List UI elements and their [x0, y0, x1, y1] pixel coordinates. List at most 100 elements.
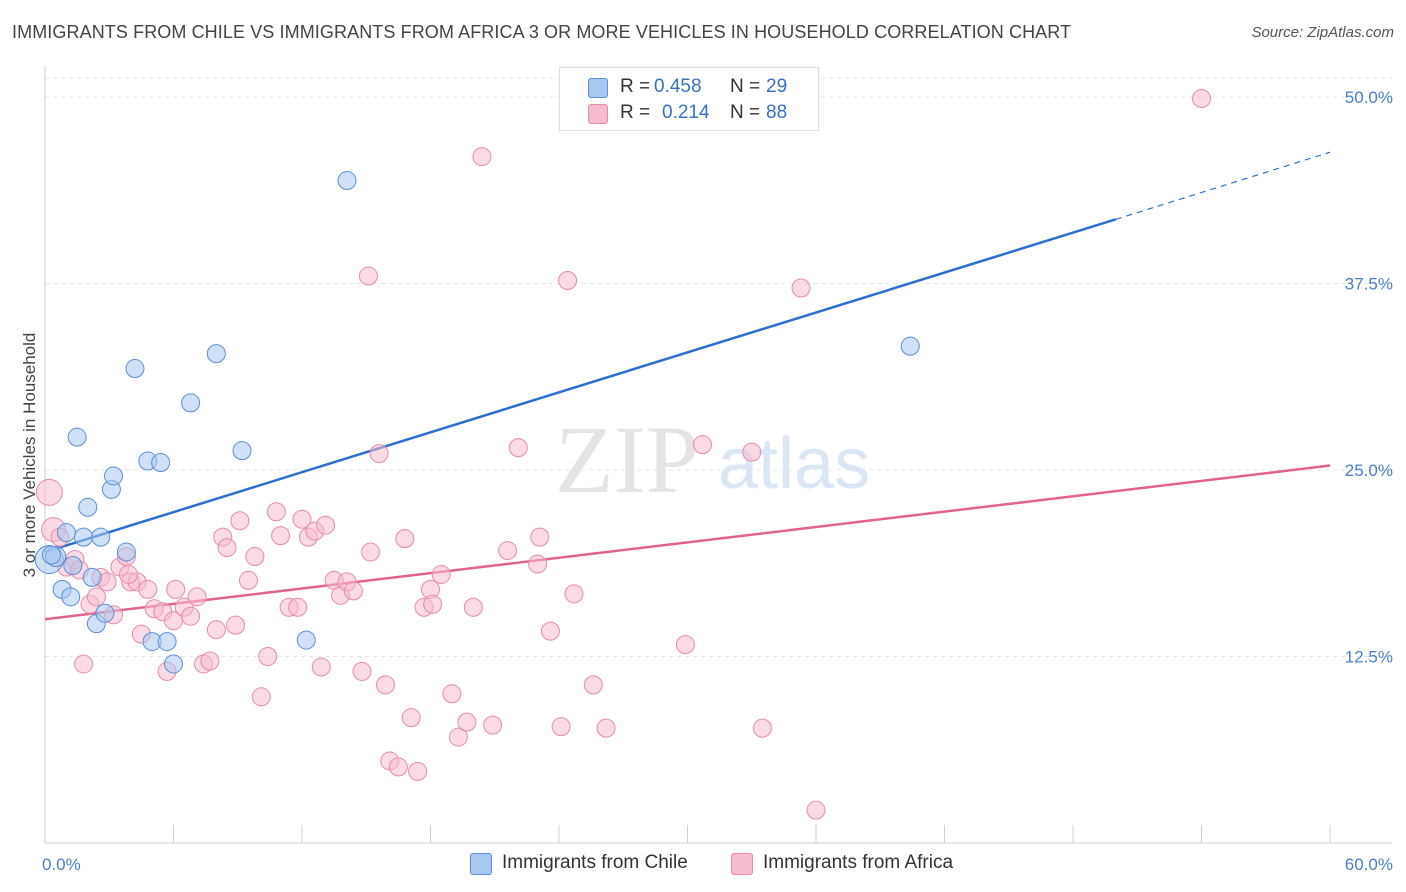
data-point-series-0 [116, 542, 136, 562]
y-tick-label: 12.5% [1345, 648, 1393, 667]
data-point-series-0 [337, 171, 357, 191]
data-point-series-0 [296, 630, 316, 650]
r-label: R = [620, 76, 651, 97]
data-point-series-1 [292, 509, 312, 529]
data-point-series-1 [166, 579, 186, 599]
chile-legend-swatch [470, 853, 492, 875]
legend-label: Immigrants from Chile [502, 852, 688, 873]
data-point-series-1 [675, 635, 695, 655]
data-point-series-0 [56, 523, 76, 543]
data-point-series-1 [448, 727, 468, 747]
trend-line-series-1 [44, 464, 1331, 621]
data-point-series-1 [442, 684, 462, 704]
data-point-series-0 [164, 654, 183, 674]
trend-extension-series-0 [1115, 151, 1331, 220]
data-point-series-1 [692, 435, 712, 455]
data-point-series-1 [217, 538, 237, 558]
data-point-series-1 [258, 647, 278, 666]
tick-labels: 12.5% 25.0% 37.5% 50.0% 0.0% 60.0% [42, 88, 1393, 874]
data-point-series-0 [206, 344, 226, 364]
data-point-series-1 [376, 675, 396, 695]
data-point-series-1 [245, 547, 265, 567]
watermark-zip: ZIP [555, 406, 699, 513]
stats-legend: R = 0.458 N = 29 R = 0.214 N = 88 [559, 67, 819, 131]
n-label: N = [730, 102, 761, 123]
data-point-series-1 [388, 757, 408, 777]
data-point-series-1 [528, 554, 548, 574]
r-value: 0.458 [654, 76, 702, 97]
data-point-series-0 [78, 497, 98, 517]
data-point-series-1 [358, 266, 378, 286]
data-point-series-1 [206, 620, 226, 640]
data-point-series-1 [395, 529, 415, 549]
data-point-series-0 [61, 587, 81, 607]
data-point-series-1 [431, 564, 451, 584]
n-label: N = [730, 76, 761, 97]
data-point-series-0 [41, 545, 61, 565]
r-value: 0.214 [662, 102, 710, 123]
y-tick-label: 50.0% [1345, 88, 1393, 107]
data-point-series-1 [1192, 88, 1211, 108]
y-tick-label: 25.0% [1345, 461, 1393, 480]
data-point-series-1 [226, 615, 246, 635]
data-point-series-1 [401, 708, 421, 728]
r-label: R = [620, 102, 651, 123]
data-point-series-1 [551, 717, 571, 737]
data-point-series-1 [564, 584, 584, 604]
data-point-series-1 [200, 651, 220, 671]
data-point-series-1 [583, 675, 603, 695]
watermark: ZIP atlas [555, 406, 870, 513]
y-tick-label: 37.5% [1345, 275, 1393, 294]
n-value: 29 [766, 76, 788, 97]
data-point-series-1 [288, 597, 308, 617]
africa-legend-swatch [731, 853, 753, 875]
data-point-series-0 [67, 427, 87, 447]
series-legend: Immigrants from Chile Immigrants from Af… [0, 852, 1406, 878]
data-point-series-0 [74, 527, 94, 547]
data-point-series-1 [311, 657, 331, 677]
data-point-series-1 [791, 278, 811, 298]
axes [44, 66, 1392, 844]
data-point-series-1 [138, 579, 158, 599]
watermark-atlas: atlas [718, 424, 870, 504]
n-value: 88 [766, 102, 788, 123]
data-point-series-0 [151, 453, 171, 473]
data-points [34, 88, 1211, 820]
data-point-series-1 [369, 444, 389, 464]
data-point-series-1 [119, 564, 139, 584]
data-point-series-0 [181, 393, 201, 413]
data-point-series-0 [95, 603, 115, 623]
data-point-series-1 [74, 654, 94, 674]
data-point-series-1 [316, 515, 336, 535]
data-point-series-0 [157, 632, 177, 652]
trend-line-series-0 [44, 218, 1117, 554]
data-point-series-0 [91, 527, 111, 547]
data-point-series-1 [86, 587, 106, 607]
data-point-series-1 [343, 581, 363, 601]
data-point-series-0 [63, 555, 83, 575]
data-point-series-1 [540, 621, 560, 641]
africa-swatch [588, 104, 608, 124]
data-point-series-1 [423, 594, 443, 614]
data-point-series-1 [472, 147, 492, 167]
data-point-series-1 [266, 502, 286, 522]
data-point-series-1 [596, 718, 616, 738]
data-point-series-1 [230, 511, 250, 531]
data-point-series-1 [530, 527, 550, 547]
gridlines [45, 77, 1392, 657]
x-tick-label-max: 60.0% [1345, 855, 1393, 874]
data-point-series-1 [742, 442, 762, 462]
data-point-series-1 [35, 478, 63, 506]
source-label: Source: ZipAtlas.com [1251, 24, 1394, 41]
data-point-series-1 [483, 715, 503, 735]
trend-lines [44, 151, 1331, 621]
data-point-series-0 [104, 466, 124, 486]
data-point-series-1 [238, 570, 258, 590]
data-point-series-1 [558, 271, 578, 291]
data-point-series-0 [82, 567, 102, 587]
data-point-series-1 [361, 542, 381, 562]
data-point-series-1 [508, 438, 528, 458]
data-point-series-0 [125, 359, 145, 379]
chart-title: IMMIGRANTS FROM CHILE VS IMMIGRANTS FROM… [12, 22, 1072, 42]
